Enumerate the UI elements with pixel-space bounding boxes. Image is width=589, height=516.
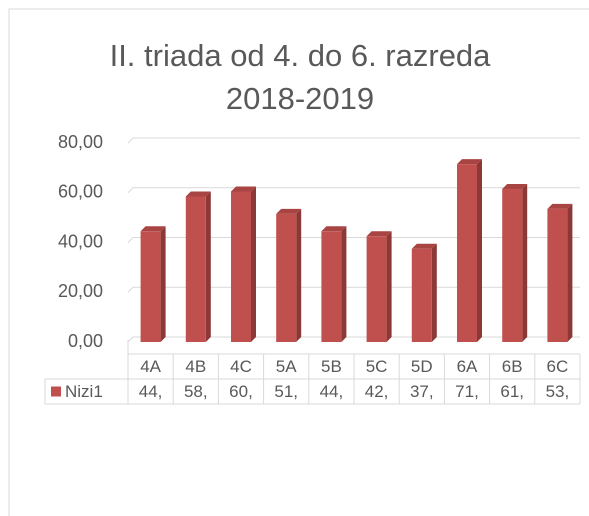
bar-side [296,208,302,342]
y-tick-label: 20,00 [58,281,103,301]
legend-key [51,386,61,397]
bar-top [366,231,392,237]
x-tick-label: 5C [366,357,388,376]
bar-top [411,243,437,249]
chart-title: II. triada od 4. do 6. razreda [110,38,492,73]
bar [140,226,166,342]
bar [321,226,347,342]
bar-side [477,159,482,342]
x-tick-label: 4C [230,357,252,376]
bar-side [205,191,211,342]
data-table-value: 42, [365,382,389,401]
bar-front [276,213,297,342]
y-tick-label: 40,00 [58,231,103,251]
bar-side [251,186,256,342]
bar-front [366,236,387,342]
bar [411,243,437,342]
bar [185,191,211,342]
y-tick-label: 80,00 [58,132,103,152]
data-table-value: 60, [229,382,253,401]
bar-side [160,226,166,342]
x-tick-label: 6C [547,357,569,376]
data-table-value: 51, [274,382,298,401]
bar-front [185,196,206,342]
chart-title: 2018-2019 [226,81,374,116]
bar-top [457,159,482,165]
grid-line [127,187,580,194]
bar-top [231,186,256,192]
bar-side [567,203,573,342]
grid-line [127,137,580,144]
x-tick-label: 5B [321,357,342,376]
bar-front [502,189,523,342]
data-table-value: 71, [455,382,479,401]
data-table-value: 44, [320,382,344,401]
x-tick-label: 4B [185,357,206,376]
bar-side [341,226,347,342]
bar [276,208,302,342]
bar-front [140,231,161,342]
bar [366,231,392,342]
bar-top [140,226,166,232]
y-tick-label: 60,00 [58,182,103,202]
bar-front [411,248,432,342]
x-tick-label: 6A [457,357,478,376]
bar-front [457,164,477,342]
bar-side [431,243,437,342]
data-table-value: 44, [139,382,163,401]
bar-top [502,184,528,190]
bar-front [231,191,251,342]
x-tick-label: 5D [411,357,433,376]
data-table-value: 53, [546,382,570,401]
data-table-value: 37, [410,382,434,401]
x-tick-label: 4A [140,357,161,376]
bar-top [185,191,211,197]
bar-top [276,208,302,214]
bar-front [547,208,568,342]
bar [547,203,573,342]
data-table-value: 58, [184,382,208,401]
x-tick-label: 6B [502,357,523,376]
grid-line [127,237,580,243]
x-tick-label: 5A [276,357,297,376]
bar-top [321,226,347,232]
bar [502,184,528,342]
bar-side [386,231,392,342]
data-table-value: 61, [500,382,524,401]
y-tick-label: 0,00 [68,331,103,351]
legend-label: Nizi1 [65,382,103,401]
bar [231,186,256,342]
bar-top [547,203,573,209]
bar-front [321,231,342,342]
bar [457,159,482,342]
bar-side [522,184,528,342]
